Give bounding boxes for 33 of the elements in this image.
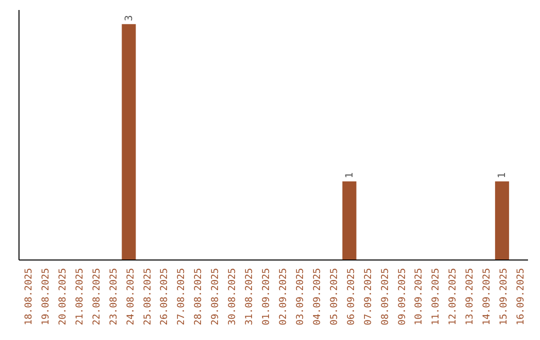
x-tick-label: 07.09.2025 [362, 268, 374, 326]
x-tick-label: 12.09.2025 [448, 268, 459, 326]
x-tick-label: 08.09.2025 [380, 268, 391, 326]
x-tick-label: 13.09.2025 [464, 268, 476, 326]
x-tick-label: 20.08.2025 [57, 268, 68, 326]
x-tick-label: 28.08.2025 [193, 268, 204, 326]
x-tick-label: 02.09.2025 [278, 268, 289, 326]
x-tick-label: 27.08.2025 [176, 268, 188, 326]
x-tick-label: 09.09.2025 [396, 268, 408, 326]
x-tick-label: 01.09.2025 [261, 268, 272, 326]
x-tick-label: 05.09.2025 [328, 268, 340, 326]
x-tick-label: 06.09.2025 [346, 268, 357, 326]
x-tick-label: 21.08.2025 [74, 268, 86, 326]
x-tick-label: 24.08.2025 [125, 268, 136, 326]
x-tick-label: 23.08.2025 [108, 268, 120, 326]
x-tick-label: 25.08.2025 [142, 268, 154, 326]
x-tick-label: 10.09.2025 [414, 268, 425, 326]
x-tick-label: 15.09.2025 [498, 268, 510, 326]
x-tick-label: 29.08.2025 [210, 268, 222, 326]
x-tick-label: 30.08.2025 [227, 268, 238, 326]
data-label: 3 [124, 15, 135, 22]
x-tick-label: 11.09.2025 [430, 268, 442, 326]
x-tick-label: 19.08.2025 [40, 268, 52, 326]
x-tick-label: 03.09.2025 [294, 268, 306, 326]
x-tick-label: 31.08.2025 [244, 268, 256, 326]
data-label: 1 [344, 172, 356, 178]
x-tick-label: 14.09.2025 [482, 268, 493, 326]
x-tick-label: 22.08.2025 [91, 268, 102, 326]
x-tick-label: 04.09.2025 [312, 268, 323, 326]
x-tick-label: 26.08.2025 [159, 268, 170, 326]
x-tick-label: 16.09.2025 [516, 268, 527, 326]
x-tick-label: 18.08.2025 [23, 268, 34, 326]
data-label: 1 [497, 172, 508, 178]
